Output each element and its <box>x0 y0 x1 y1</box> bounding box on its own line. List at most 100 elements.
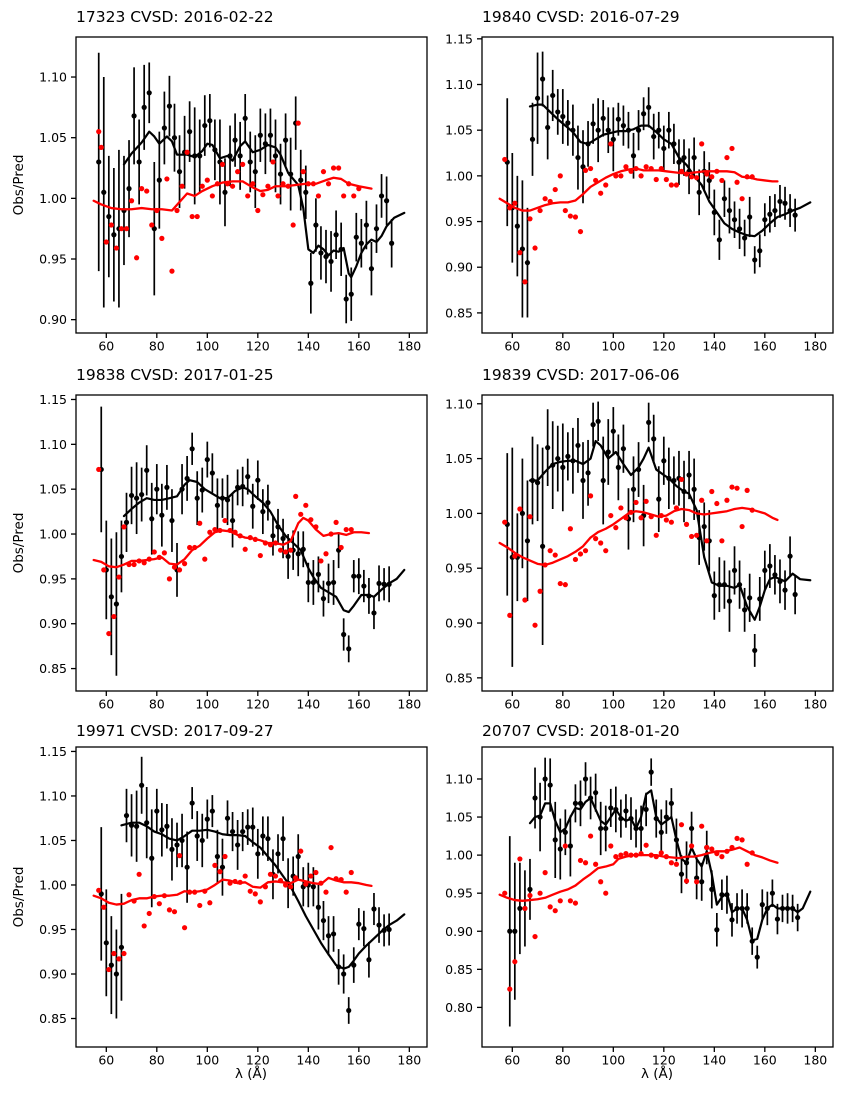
black-point <box>759 902 765 908</box>
black-point <box>366 957 372 963</box>
red-point <box>522 905 528 912</box>
red-point <box>298 848 304 854</box>
red-point <box>131 561 137 568</box>
x-tick-label: 60 <box>504 1053 520 1068</box>
black-point <box>752 647 758 654</box>
black-point <box>123 812 130 819</box>
black-point <box>371 610 377 616</box>
x-tick-label: 140 <box>702 697 726 712</box>
black-point <box>164 823 170 829</box>
red-point <box>688 533 695 540</box>
y-tick-label: 1.00 <box>39 527 67 542</box>
red-point <box>714 500 720 507</box>
black-point <box>139 782 145 788</box>
black-point <box>777 198 783 205</box>
red-point <box>522 279 528 285</box>
red-point <box>108 222 114 228</box>
black-point <box>562 829 568 835</box>
black-point <box>250 503 256 509</box>
black-smooth-line <box>528 439 812 621</box>
red-point <box>187 544 193 551</box>
black-point <box>714 927 720 933</box>
black-point <box>209 470 215 476</box>
black-point <box>176 169 183 175</box>
red-point <box>121 950 127 957</box>
black-point <box>595 418 601 424</box>
black-point <box>762 567 768 574</box>
red-point <box>171 564 178 570</box>
black-point <box>572 800 579 806</box>
red-point <box>552 908 558 914</box>
black-point <box>610 136 616 142</box>
red-point <box>618 852 624 858</box>
black-point <box>681 154 687 161</box>
black-point <box>149 516 155 522</box>
black-point <box>540 543 546 549</box>
red-point <box>598 190 604 196</box>
black-point <box>726 598 733 604</box>
black-point <box>605 449 611 455</box>
black-point <box>668 800 674 806</box>
red-point <box>202 556 208 562</box>
black-point <box>507 928 513 934</box>
x-tick-label: 160 <box>753 1053 777 1068</box>
x-tick-label: 60 <box>98 1053 114 1068</box>
x-tick-label: 100 <box>601 697 625 712</box>
red-smooth-line <box>92 516 371 569</box>
y-tick-label: 1.00 <box>39 877 67 892</box>
black-point <box>575 442 581 449</box>
black-point <box>661 145 667 152</box>
black-point <box>134 823 140 829</box>
red-point <box>98 144 104 150</box>
axes-spines <box>75 36 428 334</box>
black-point <box>590 422 596 428</box>
red-point <box>323 889 329 895</box>
black-point <box>641 111 647 117</box>
black-point <box>159 827 165 833</box>
black-point <box>603 825 609 832</box>
x-tick-label: 60 <box>504 339 520 354</box>
y-tick-label: 0.85 <box>445 670 473 685</box>
red-point <box>734 835 740 841</box>
y-axis-label-row3: Obs/Pred <box>11 866 27 928</box>
red-point <box>699 141 705 147</box>
red-point <box>250 181 256 187</box>
black-point <box>701 523 707 530</box>
black-point <box>189 800 195 806</box>
black-point <box>361 583 367 589</box>
red-point <box>613 854 619 860</box>
black-point <box>111 232 117 238</box>
axes-spines <box>481 394 834 692</box>
red-point <box>557 898 563 904</box>
black-point <box>219 864 226 870</box>
red-point <box>673 182 680 188</box>
black-point <box>772 207 778 214</box>
black-point <box>126 186 132 192</box>
red-point <box>704 538 710 544</box>
red-point <box>532 622 538 628</box>
subplot-20707: 60 80 100 120 140 160 180 0.80 0.85 0.90 0.95 1.00 1… <box>445 746 834 1068</box>
x-tick-label: 120 <box>652 1053 676 1068</box>
subplot-19971: 60 80 100 120 140 160 180 0.85 0.90 0.95 1.00 1.05 1… <box>39 744 428 1068</box>
black-point <box>747 595 753 601</box>
red-point <box>111 950 117 957</box>
red-point <box>532 933 538 940</box>
black-point <box>524 538 531 544</box>
black-point <box>565 453 571 459</box>
black-point <box>600 115 606 121</box>
black-point <box>383 198 390 204</box>
black-point <box>255 851 261 857</box>
x-tick-label: 140 <box>296 339 320 354</box>
black-point <box>346 646 352 652</box>
red-point <box>532 245 538 251</box>
y-tick-label: 1.00 <box>39 191 67 206</box>
red-point <box>164 176 170 182</box>
red-point <box>729 484 735 490</box>
black-point <box>623 808 629 814</box>
black-smooth-line <box>528 103 812 238</box>
red-point <box>572 214 579 220</box>
red-point <box>176 853 183 859</box>
black-point <box>630 153 637 159</box>
red-point <box>567 898 573 904</box>
black-point <box>767 563 773 569</box>
